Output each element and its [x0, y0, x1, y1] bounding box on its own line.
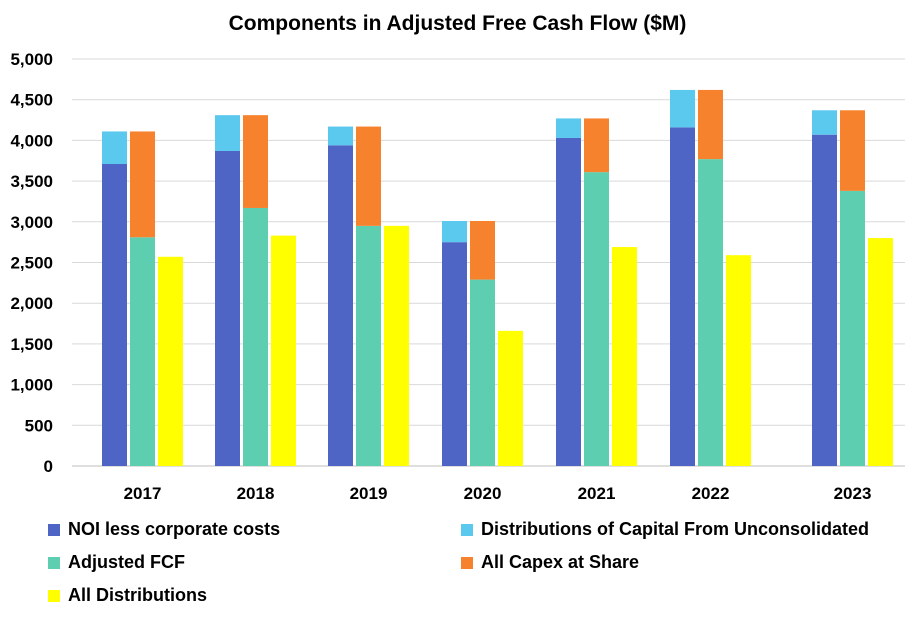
bar-noi — [328, 145, 353, 466]
x-axis-ticks: 2017 2018 2019 2020 2021 2022 2023 — [124, 484, 872, 503]
x-tick-label: 2023 — [834, 484, 872, 503]
bar-adjusted-fcf — [356, 225, 381, 466]
y-tick-label: 1,000 — [10, 376, 53, 395]
bar-distributions-capital — [442, 220, 467, 243]
x-tick-label: 2018 — [237, 484, 275, 503]
bars — [102, 89, 893, 467]
x-tick-label: 2017 — [124, 484, 162, 503]
bar-all-distributions — [158, 256, 183, 466]
x-tick-label: 2020 — [464, 484, 502, 503]
bar-all-distributions — [868, 238, 893, 466]
y-tick-label: 3,500 — [10, 172, 53, 191]
bar-all-distributions — [498, 330, 523, 466]
bar-noi — [670, 127, 695, 466]
chart-title: Components in Adjusted Free Cash Flow ($… — [228, 12, 687, 35]
bar-noi — [442, 242, 467, 466]
bar-capex — [130, 131, 155, 238]
bar-distributions-capital — [556, 118, 581, 138]
bar-capex — [243, 115, 268, 208]
bar-noi — [102, 164, 127, 467]
bar-adjusted-fcf — [698, 159, 723, 466]
bar-capex — [470, 220, 495, 280]
bar-adjusted-fcf — [470, 279, 495, 466]
y-tick-label: 5,000 — [10, 50, 53, 69]
bar-capex — [698, 89, 723, 160]
y-tick-label: 2,000 — [10, 294, 53, 313]
bar-capex — [584, 118, 609, 173]
bar-all-distributions — [612, 247, 637, 466]
bar-noi — [812, 134, 837, 466]
x-tick-label: 2019 — [350, 484, 388, 503]
y-tick-label: 2,500 — [10, 254, 53, 273]
bar-adjusted-fcf — [584, 172, 609, 466]
bar-distributions-capital — [812, 110, 837, 135]
bar-capex — [840, 110, 865, 191]
bar-all-distributions — [271, 235, 296, 466]
bar-distributions-capital — [328, 126, 353, 146]
bar-noi — [215, 150, 240, 466]
bar-adjusted-fcf — [130, 237, 155, 466]
bar-adjusted-fcf — [243, 207, 268, 466]
y-tick-label: 1,500 — [10, 335, 53, 354]
y-tick-label: 4,500 — [10, 91, 53, 110]
x-tick-label: 2022 — [692, 484, 730, 503]
y-tick-label: 4,000 — [10, 131, 53, 150]
bar-all-distributions — [384, 225, 409, 466]
bar-distributions-capital — [215, 115, 240, 151]
bar-noi — [556, 137, 581, 466]
y-tick-label: 0 — [44, 457, 53, 476]
bar-distributions-capital — [670, 89, 695, 128]
bar-distributions-capital — [102, 131, 127, 165]
y-tick-label: 500 — [25, 416, 53, 435]
bar-capex — [356, 126, 381, 226]
y-tick-label: 3,000 — [10, 213, 53, 232]
bar-adjusted-fcf — [840, 190, 865, 467]
x-tick-label: 2021 — [578, 484, 616, 503]
y-axis-ticks: 0 500 1,000 1,500 2,000 2,500 3,000 3,500 4,000 4… — [10, 50, 53, 476]
bar-all-distributions — [726, 255, 751, 466]
